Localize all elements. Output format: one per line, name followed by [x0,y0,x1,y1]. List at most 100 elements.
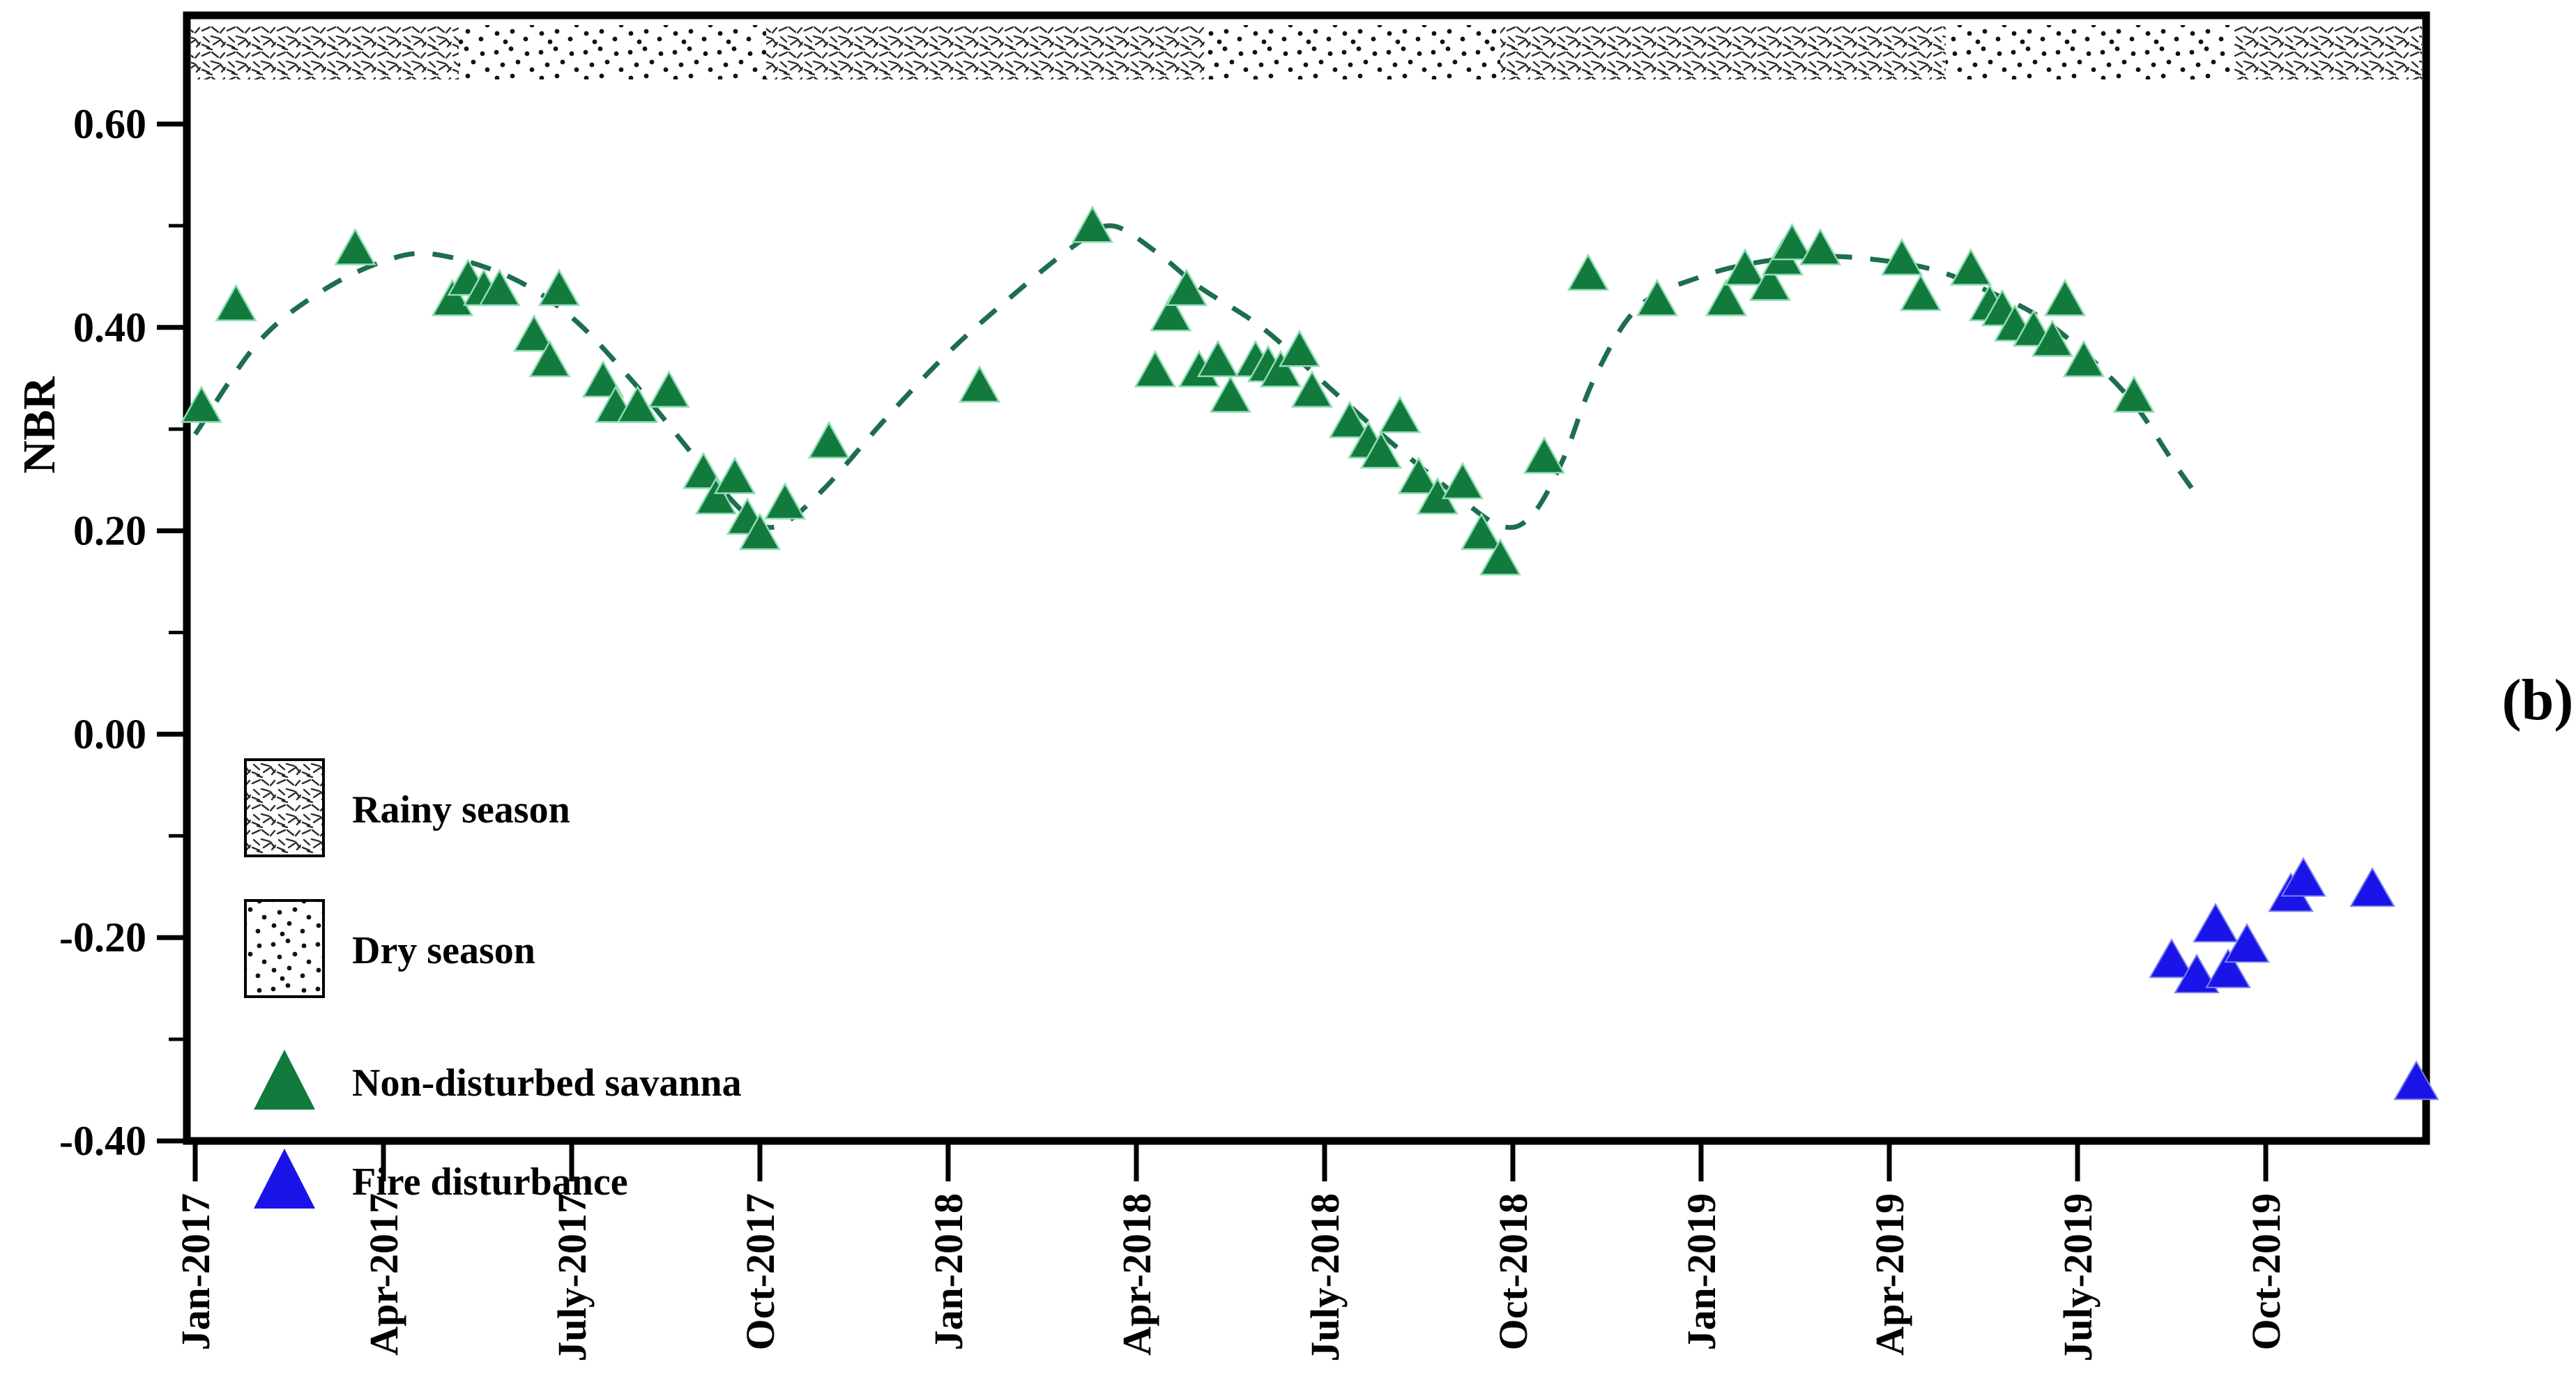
y-tick-label: 0.20 [73,508,146,554]
x-tick-label: July-2017 [549,1193,595,1362]
savanna-point [1949,247,1992,286]
savanna-point [1771,222,1813,261]
plot-border [183,11,2430,1145]
x-tick-label: Oct-2018 [1491,1193,1536,1351]
y-tick-label: -0.40 [59,1118,146,1164]
savanna-point [713,457,756,494]
savanna-point [1441,461,1484,500]
legend-label-dry: Dry season [352,929,535,972]
rainy-season-band [2234,25,2422,79]
rainy-season-band [191,25,459,79]
savanna-point [528,339,571,378]
non-disturbed-savanna-points [180,205,2156,576]
x-tick-label: Jan-2019 [1679,1193,1724,1351]
y-tick-label: 0.40 [73,305,146,351]
rainy-season-swatch [244,758,325,857]
dry-season-band [1205,25,1500,79]
savanna-point [616,385,659,423]
savanna-point [1880,238,1923,276]
savanna-point [431,278,474,316]
savanna-point [334,227,376,266]
fire-point [2149,938,2195,979]
savanna-point [581,360,625,398]
x-tick-label: Apr-2019 [1867,1193,1912,1356]
legend-label-fire: Fire disturbance [352,1160,628,1204]
x-tick-label: Oct-2019 [2243,1193,2289,1351]
savanna-point [694,477,738,515]
savanna-point [1165,268,1208,306]
panel-label: (b) [2502,668,2574,733]
savanna-point [1705,278,1748,316]
x-tick-label: Apr-2018 [1114,1193,1159,1356]
savanna-point [2062,339,2105,378]
non-disturbed-savanna-marker-icon [254,1050,315,1110]
fire-point [2393,1060,2439,1101]
savanna-point [1460,512,1503,551]
savanna-point [1723,247,1767,286]
dry-season-swatch [244,899,325,998]
savanna-point [1479,537,1522,576]
fire-point [2174,953,2220,994]
fire-point [2193,903,2239,943]
x-axis-ticks: Jan-2017 Apr-2017 July-2017 Oct-2017 Jan-201… [173,1141,2289,1362]
x-tick-label: Oct-2017 [738,1193,783,1351]
savanna-point [180,385,223,423]
x-tick-label: Apr-2017 [361,1193,406,1356]
savanna-point [478,268,521,306]
savanna-point [763,482,807,520]
rainy-season-band [1500,25,1946,79]
savanna-point [538,268,581,306]
dry-season-band [1946,25,2234,79]
fire-point [2280,857,2326,897]
x-tick-label: July-2018 [1302,1193,1348,1362]
savanna-point [1378,395,1422,434]
y-axis-ticks: 0.60 0.40 0.20 0.00 -0.20 -0.40 [59,101,187,1164]
savanna-point [2112,375,2156,413]
x-tick-label: Jan-2018 [926,1193,971,1351]
savanna-point [1278,329,1321,367]
fire-point [2205,948,2251,988]
savanna-point [1290,370,1334,408]
dry-season-band [459,25,766,79]
savanna-point [1209,375,1252,413]
savanna-point [2043,278,2087,316]
savanna-point [648,370,690,408]
savanna-point [1799,227,1842,266]
savanna-point [1071,205,1114,243]
savanna-point [958,365,1001,403]
savanna-point [1259,349,1302,388]
x-tick-label: July-2019 [2055,1193,2101,1362]
season-bands [191,25,2422,79]
y-tick-label: -0.20 [59,914,146,960]
savanna-point [1397,457,1440,494]
legend-label-savanna: Non-disturbed savanna [352,1061,742,1105]
savanna-point [738,512,782,551]
savanna-point [1150,293,1192,332]
savanna-point [1196,339,1240,378]
y-axis-title: NBR [14,376,65,474]
savanna-point [1134,349,1177,388]
savanna-point [1523,436,1566,474]
legend-label-rainy: Rainy season [352,788,570,831]
savanna-point [807,421,851,459]
fire-point [2224,923,2270,963]
savanna-point [682,451,725,489]
legend: Rainy season Dry season Non-disturbed sa… [244,758,742,1209]
savanna-point [1359,431,1403,469]
savanna-point [215,284,257,321]
savanna-point [1899,273,1942,312]
fire-point [2349,867,2395,907]
y-tick-label: 0.00 [73,711,146,757]
savanna-point [1636,278,1679,316]
savanna-point [2031,319,2074,357]
savanna-point [1328,400,1371,438]
fire-disturbance-points [2149,857,2439,1101]
x-tick-label: Jan-2017 [173,1193,218,1351]
rainy-season-band [766,25,1205,79]
savanna-point [1748,263,1792,301]
y-tick-label: 0.60 [73,101,146,147]
savanna-point [512,314,556,352]
savanna-point [1567,253,1610,291]
